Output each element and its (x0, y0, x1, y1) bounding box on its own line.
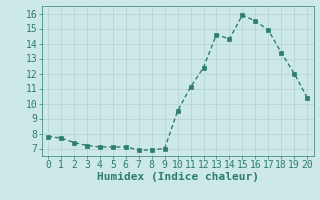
X-axis label: Humidex (Indice chaleur): Humidex (Indice chaleur) (97, 172, 259, 182)
